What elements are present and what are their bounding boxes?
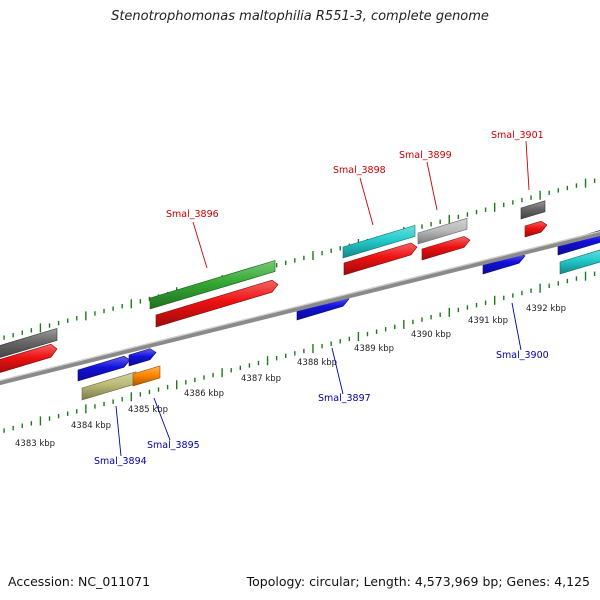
callout-line [192, 221, 208, 269]
scale-label: 4388 kbp [297, 358, 337, 368]
scale-label: 4389 kbp [354, 344, 394, 354]
gene-bar-smal-3895 [132, 365, 161, 387]
gene-features [0, 200, 600, 401]
scale-label: 4384 kbp [71, 421, 111, 431]
callout-line [511, 302, 522, 351]
gene-bar-cyan-right [559, 249, 600, 275]
callout-line [426, 161, 438, 211]
gene-label: Smal_3896 [166, 209, 219, 220]
callout-line [359, 177, 374, 226]
callout-line [331, 347, 344, 395]
gene-bar-blue-3894-a [77, 355, 131, 382]
backbone-highlight [0, 230, 600, 382]
scale-label: 4385 kbp [128, 405, 168, 415]
genome-summary-text: Topology: circular; Length: 4,573,969 bp… [246, 574, 590, 589]
gene-bar-smal-3901 [520, 200, 546, 220]
cds-bar-smal-3899 [421, 236, 471, 261]
backbone [0, 230, 600, 386]
accession-text: Accession: NC_011071 [8, 574, 151, 589]
cds-bar-smal-3898 [343, 242, 418, 276]
cds-bar-red-left [0, 343, 58, 373]
gene-callouts: Smal_3896 Smal_3898 Smal_3899 Smal_3901 Smal… [94, 130, 549, 467]
gene-bar-smal-3899 [417, 217, 468, 245]
gene-label: Smal_3898 [333, 165, 386, 176]
gene-bar-smal-3896 [149, 260, 276, 310]
gene-label: Smal_3899 [399, 150, 452, 161]
scale-label: 4391 kbp [468, 316, 508, 326]
scale-label: 4383 kbp [15, 439, 55, 449]
scale-labels: 4383 kbp 4384 kbp 4385 kbp 4386 kbp 4387 kbp… [15, 304, 566, 449]
scale-label: 4392 kbp [526, 304, 566, 314]
cds-bar-smal-3901 [524, 220, 548, 238]
gene-label: Smal_3900 [496, 350, 549, 361]
gene-label: Smal_3894 [94, 456, 147, 467]
gene-bar-gray-left [0, 327, 58, 358]
callout-line [153, 397, 171, 441]
cds-bar-smal-3896 [155, 279, 279, 328]
gene-label: Smal_3895 [147, 440, 200, 451]
gene-label: Smal_3901 [491, 130, 544, 141]
gene-bar-blue-3894-b [128, 348, 157, 367]
gene-label: Smal_3897 [318, 393, 371, 404]
callout-line [525, 140, 530, 191]
scale-label: 4390 kbp [411, 330, 451, 340]
gene-bar-smal-3898 [342, 224, 416, 259]
callout-line [115, 405, 122, 457]
backbone-line [0, 230, 600, 386]
map-title: Stenotrophomonas maltophilia R551-3, com… [111, 9, 489, 24]
scale-label: 4386 kbp [184, 389, 224, 399]
scale-label: 4387 kbp [241, 374, 281, 384]
